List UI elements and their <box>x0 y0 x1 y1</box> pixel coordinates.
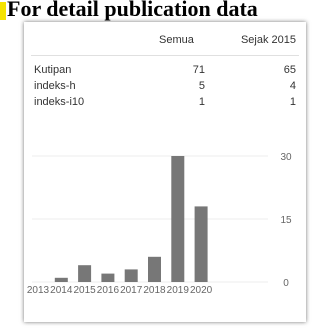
row-label-i10-index[interactable]: indeks-i10 <box>34 96 85 108</box>
bar-2014[interactable] <box>54 277 68 282</box>
page-heading-text: For detail publication data <box>7 0 258 21</box>
citation-card: Semua Sejak 2015 Kutipan 71 65 indeks-h … <box>24 22 306 322</box>
row-value-h-index-since: 4 <box>289 80 296 92</box>
bar-2015[interactable] <box>78 265 92 282</box>
bar-2017[interactable] <box>124 269 138 282</box>
x-tick-label-2018: 2018 <box>143 285 166 296</box>
x-tick-label-2017: 2017 <box>120 285 143 296</box>
column-header-all[interactable]: Semua <box>159 34 194 46</box>
page-heading: For detail publication data <box>0 0 323 22</box>
x-tick-label-2020: 2020 <box>190 285 213 296</box>
row-label-h-index[interactable]: indeks-h <box>34 80 76 92</box>
row-value-i10-index-all: 1 <box>198 96 205 108</box>
bar-2016[interactable] <box>101 273 115 282</box>
x-tick-label-2015: 2015 <box>73 285 96 296</box>
bar-2018[interactable] <box>148 256 161 282</box>
row-value-citations-since: 65 <box>283 64 296 76</box>
bar-2019[interactable] <box>171 156 185 282</box>
table-divider <box>31 55 299 56</box>
row-value-citations-all: 71 <box>192 64 205 76</box>
row-value-h-index-all: 5 <box>198 80 205 92</box>
y-tick-label: 30 <box>280 152 292 163</box>
x-tick-label-2014: 2014 <box>50 285 73 296</box>
x-tick-label-2016: 2016 <box>97 285 120 296</box>
highlight-mark <box>0 2 6 20</box>
row-value-i10-index-since: 1 <box>289 96 296 108</box>
x-tick-label-2013: 2013 <box>27 285 50 296</box>
y-tick-label: 15 <box>280 215 292 226</box>
bar-2020[interactable] <box>194 206 208 282</box>
row-label-citations[interactable]: Kutipan <box>34 64 72 76</box>
x-tick-label-2019: 2019 <box>167 285 190 296</box>
y-tick-label: 0 <box>283 278 289 289</box>
citations-bar-chart: 0 15 30 2013 2014 2015 2016 2017 2018 2019 2020 <box>27 152 292 296</box>
column-header-since[interactable]: Sejak 2015 <box>240 34 296 46</box>
